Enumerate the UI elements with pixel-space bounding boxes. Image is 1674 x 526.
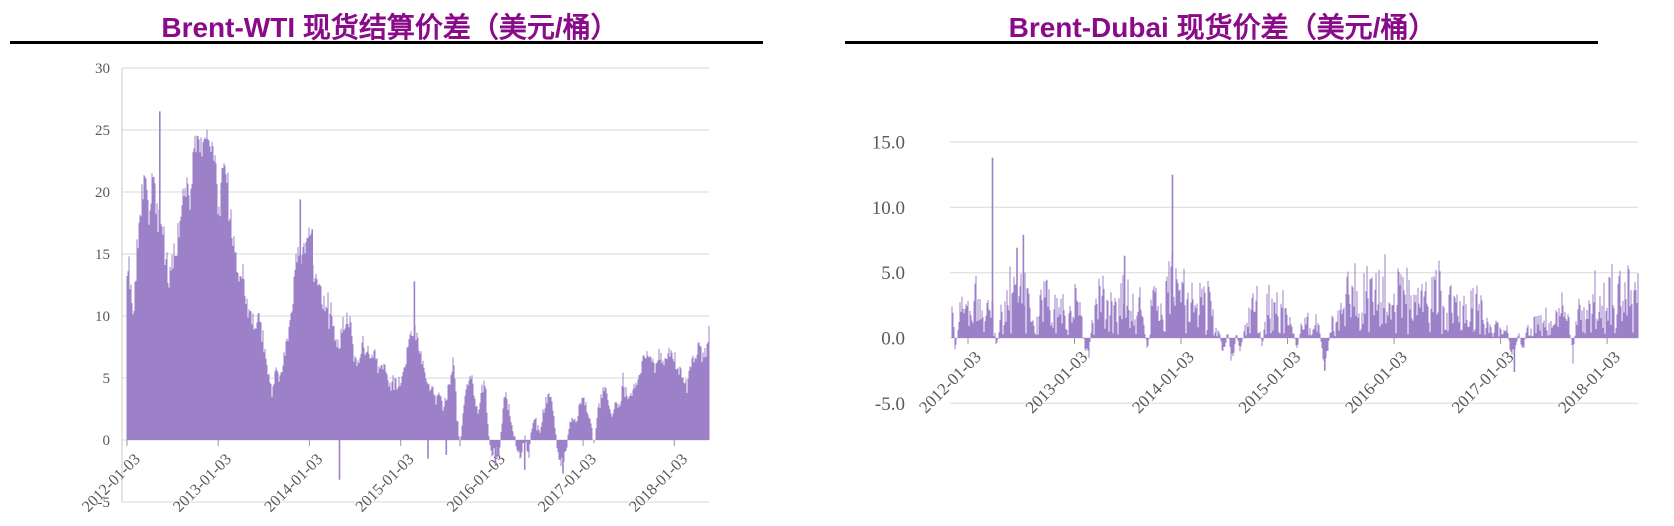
chart-title-brent-wti: Brent-WTI 现货结算价差（美元/桶） xyxy=(161,12,619,43)
y-tick-label: 5.0 xyxy=(881,263,905,284)
price-spread-series xyxy=(126,129,710,466)
brent-dubai-spread-chart: 15.0 10.0 5.0 0.0 -5.0 2012-01-03 2013-01-03 20… xyxy=(872,133,1639,417)
y-tick-label: 15.0 xyxy=(872,133,905,154)
x-tick-label: 2012-01-03 xyxy=(79,451,144,516)
series-extreme-spikes xyxy=(991,157,1516,372)
price-spread-series xyxy=(951,253,1639,364)
x-tick-label: 2015-01-03 xyxy=(353,451,418,516)
x-tick-label: 2015-01-03 xyxy=(1235,347,1305,417)
y-tick-label: 0 xyxy=(103,433,111,449)
x-tick-label: 2018-01-03 xyxy=(1554,347,1624,417)
chart-title-brent-dubai: Brent-Dubai 现货价差（美元/桶） xyxy=(1008,12,1437,43)
x-tick-label: 2014-01-03 xyxy=(1128,347,1198,417)
x-tick-label: 2016-01-03 xyxy=(444,451,509,516)
y-tick-label: 10.0 xyxy=(872,198,905,219)
series-extreme-spikes xyxy=(159,111,564,480)
y-tick-label: -5 xyxy=(98,495,111,511)
y-tick-label: 30 xyxy=(95,61,110,77)
title-underline-left xyxy=(10,41,763,44)
title-underline-right xyxy=(845,41,1598,44)
y-tick-label: 20 xyxy=(95,185,110,201)
x-tick-label: 2017-01-03 xyxy=(1448,347,1518,417)
x-tick-label: 2016-01-03 xyxy=(1341,347,1411,417)
y-tick-label: 10 xyxy=(95,309,110,325)
y-tick-label: 5 xyxy=(103,371,111,387)
y-tick-label: 0.0 xyxy=(881,329,905,350)
y-tick-label: 15 xyxy=(95,247,110,263)
x-tick-label: 2014-01-03 xyxy=(261,451,326,516)
y-tick-label: -5.0 xyxy=(875,394,905,415)
x-tick-label: 2013-01-03 xyxy=(1022,347,1092,417)
x-tick-label: 2012-01-03 xyxy=(915,347,985,417)
x-tick-label: 2018-01-03 xyxy=(626,451,691,516)
y-tick-label: 25 xyxy=(95,123,110,139)
x-tick-label: 2017-01-03 xyxy=(535,451,600,516)
x-tick-label: 2013-01-03 xyxy=(170,451,235,516)
